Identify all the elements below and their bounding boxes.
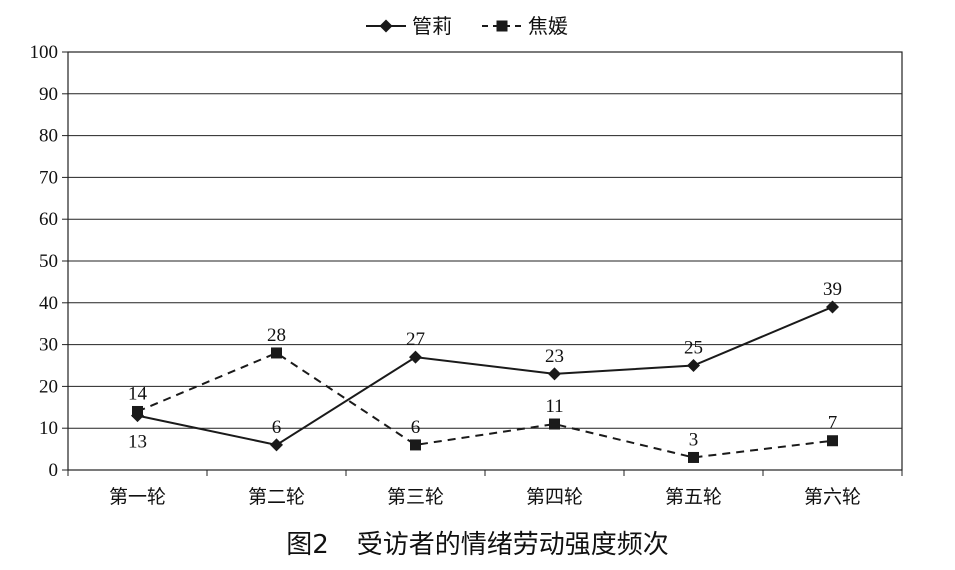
data-label: 3 — [689, 429, 699, 450]
series-2-point — [549, 418, 560, 430]
figure-number: 图2 — [286, 530, 329, 560]
x-category-label: 第四轮 — [526, 486, 583, 508]
x-category-label: 第一轮 — [109, 486, 166, 508]
series-line-2 — [137, 351, 833, 459]
legend-diamond-marker — [379, 19, 393, 33]
data-label: 25 — [684, 338, 703, 359]
data-label: 6 — [411, 417, 421, 438]
data-label: 7 — [828, 413, 838, 434]
data-label: 27 — [406, 329, 425, 350]
y-tick-label: 0 — [49, 460, 59, 481]
series-group — [131, 300, 839, 463]
legend-label-1: 管莉 — [412, 14, 452, 38]
legend-label-2: 焦媛 — [528, 14, 568, 38]
y-tick-label: 80 — [39, 126, 58, 147]
series-1-point — [409, 350, 422, 364]
series-2-point — [688, 451, 699, 463]
legend: 管莉 焦媛 — [366, 14, 568, 38]
series-2-point — [271, 347, 282, 359]
figure-caption-text: 受访者的情绪劳动强度频次 — [356, 530, 669, 560]
y-tick-label: 60 — [39, 209, 58, 230]
series-line-1 — [137, 306, 833, 446]
x-axis-categories: 第一轮 第二轮 第三轮 第四轮 第五轮 第六轮 — [67, 470, 903, 508]
data-label: 39 — [823, 279, 842, 300]
y-tick-label: 90 — [39, 84, 58, 105]
data-label: 11 — [545, 396, 563, 417]
y-tick-label: 10 — [39, 418, 58, 439]
line-chart: 0 10 20 30 40 50 60 70 80 90 100 第一轮 第二轮 第三轮 第四轮 第五轮 第六… — [30, 14, 903, 508]
x-category-label: 第三轮 — [387, 486, 444, 508]
series-2-point — [410, 439, 421, 451]
x-category-label: 第五轮 — [665, 486, 722, 508]
series-1-point — [687, 359, 700, 372]
data-label: 28 — [267, 325, 286, 346]
y-tick-label: 100 — [30, 42, 59, 63]
series-1-point — [826, 300, 839, 314]
y-tick-label: 70 — [39, 167, 58, 188]
gridlines — [68, 93, 902, 429]
plot-area-frame — [67, 51, 903, 471]
y-tick-label: 50 — [39, 251, 58, 272]
legend-square-marker — [496, 20, 508, 32]
y-tick-label: 40 — [39, 293, 58, 314]
data-label: 6 — [272, 417, 282, 438]
figure-caption: 图2 受访者的情绪劳动强度频次 — [0, 524, 955, 561]
y-axis-ticks: 0 10 20 30 40 50 60 70 80 90 100 — [30, 42, 68, 481]
x-category-label: 第二轮 — [248, 486, 305, 508]
series-2-point — [827, 435, 838, 447]
y-tick-label: 30 — [39, 335, 58, 356]
series-1-point — [270, 438, 283, 452]
data-labels: 13 6 27 23 25 39 14 28 6 11 3 7 — [128, 279, 842, 453]
data-label: 14 — [128, 383, 148, 404]
x-category-label: 第六轮 — [804, 486, 861, 508]
data-label: 23 — [545, 346, 564, 367]
y-tick-label: 20 — [39, 376, 58, 397]
data-label: 13 — [128, 432, 147, 453]
series-2-point — [132, 405, 143, 417]
series-1-point — [548, 367, 561, 381]
